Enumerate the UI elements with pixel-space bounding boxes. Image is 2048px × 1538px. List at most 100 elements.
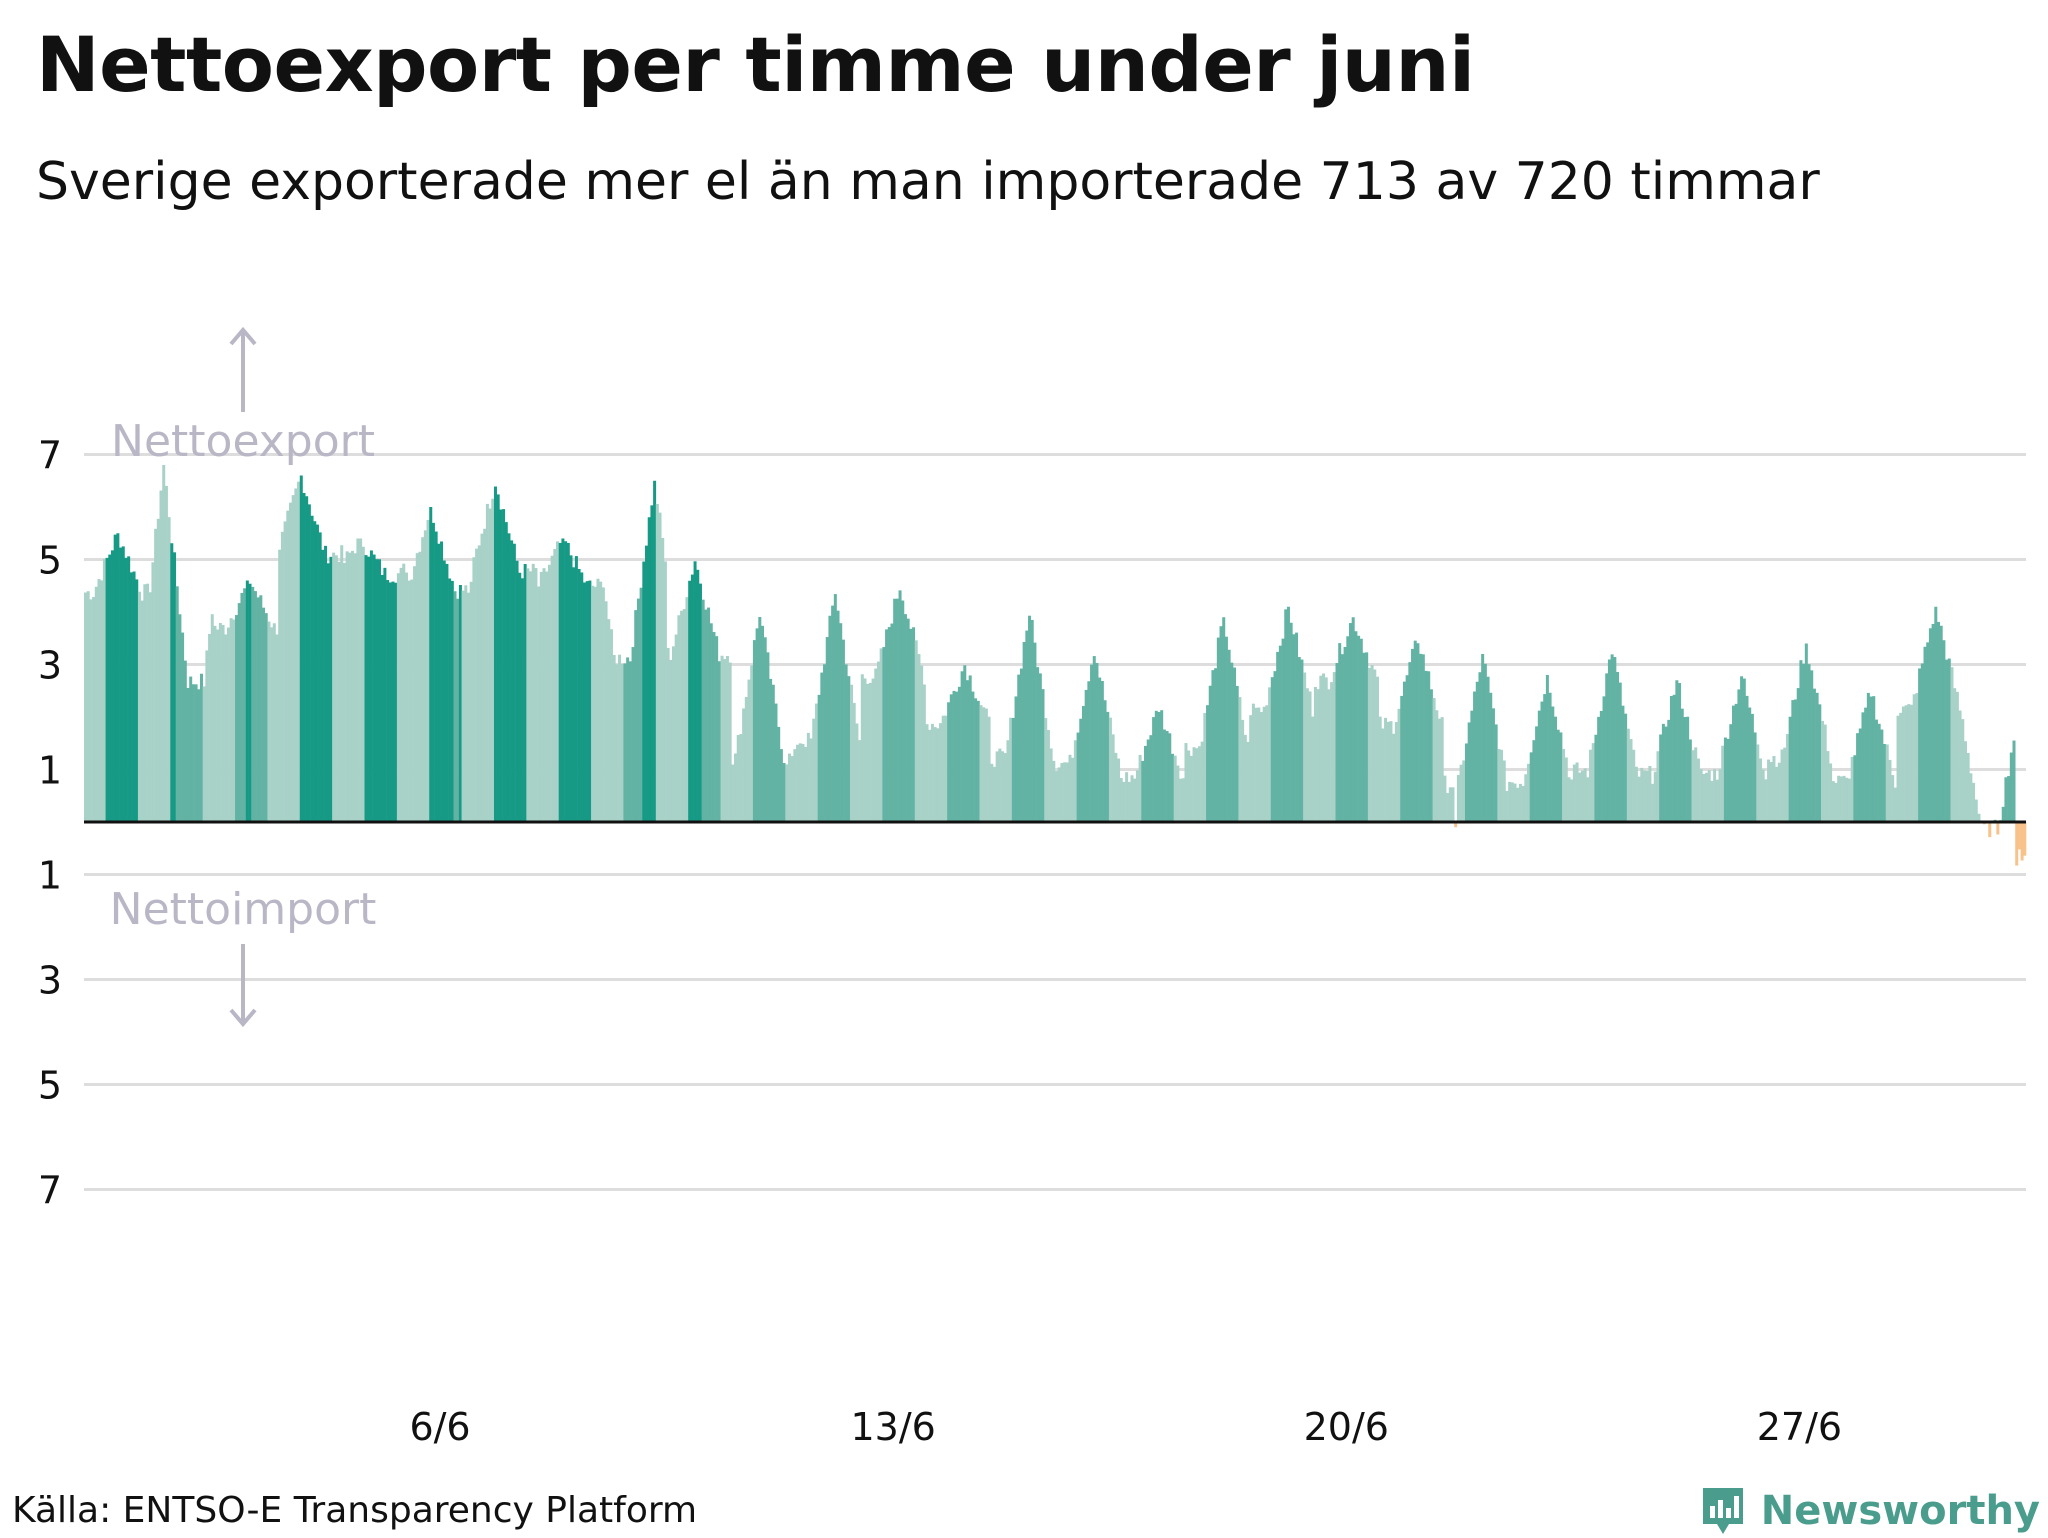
brand-logo[interactable]: Newsworthy <box>1699 1484 2040 1538</box>
export-bar <box>337 561 341 822</box>
export-bar <box>194 684 198 822</box>
export-bar <box>868 682 872 822</box>
export-bar <box>814 703 818 822</box>
export-bar <box>1750 713 1754 822</box>
export-bar <box>1823 724 1827 822</box>
export-bar <box>1621 705 1625 822</box>
export-bar <box>876 661 880 822</box>
export-bar <box>1575 762 1579 822</box>
export-bar <box>237 603 241 822</box>
export-bar <box>809 738 813 822</box>
export-bar <box>507 533 511 822</box>
export-bar <box>156 518 160 822</box>
export-bar <box>1489 692 1493 822</box>
export-bar <box>240 592 244 822</box>
export-bar <box>779 749 783 822</box>
export-bar <box>1699 769 1703 822</box>
import-bar <box>2017 822 2021 850</box>
export-bar <box>1950 667 1954 822</box>
export-bar <box>1063 762 1067 822</box>
export-bar <box>226 627 230 822</box>
export-bar <box>1715 779 1719 822</box>
export-bar <box>1826 751 1830 822</box>
export-bar <box>1969 773 1973 822</box>
export-bar <box>591 585 595 822</box>
export-bar <box>1799 660 1803 822</box>
export-bar <box>1149 735 1153 822</box>
export-bar <box>429 507 433 822</box>
export-bar <box>191 684 195 822</box>
x-tick-label: 13/6 <box>850 1405 935 1449</box>
export-bar <box>787 753 791 822</box>
export-bar <box>1440 717 1444 822</box>
export-bar <box>1785 734 1789 822</box>
export-bar <box>2001 806 2005 822</box>
export-bar <box>1815 692 1819 822</box>
export-bar <box>928 729 932 822</box>
export-bar <box>930 723 934 822</box>
export-bar <box>170 543 174 822</box>
export-bar <box>1758 758 1762 822</box>
export-bar <box>596 578 600 822</box>
export-bar <box>1920 663 1924 822</box>
export-bar <box>984 708 988 822</box>
export-bar <box>1796 688 1800 822</box>
export-bar <box>243 588 247 822</box>
export-bar <box>402 563 406 822</box>
export-bar <box>874 668 878 822</box>
annotations: Nettoexport Nettoimport <box>110 326 377 1028</box>
export-bar <box>680 610 684 822</box>
export-bar <box>572 567 576 822</box>
export-bar <box>712 632 716 822</box>
export-bar <box>1400 695 1404 822</box>
y-tick-label: 3 <box>38 644 62 688</box>
export-bar <box>1446 793 1450 822</box>
export-bar <box>866 683 870 822</box>
export-bar <box>92 597 96 822</box>
export-bar <box>407 580 411 822</box>
export-bar <box>1041 689 1045 822</box>
import-annotation: Nettoimport <box>110 884 377 935</box>
export-bar <box>1152 717 1156 822</box>
export-bar <box>1284 609 1288 822</box>
export-bar <box>1678 683 1682 822</box>
export-bar <box>1354 631 1358 822</box>
export-bar <box>396 573 400 822</box>
export-bar <box>1459 764 1463 822</box>
export-bar <box>108 554 112 822</box>
export-bar <box>1135 770 1139 822</box>
export-bar <box>844 664 848 822</box>
export-bar <box>1241 719 1245 822</box>
chart-subtitle: Sverige exporterade mer el än man import… <box>36 152 1820 212</box>
export-bar <box>939 723 943 822</box>
export-bar <box>1346 636 1350 822</box>
export-bar <box>1947 658 1951 822</box>
export-bar <box>151 562 155 822</box>
export-bar <box>1505 791 1509 822</box>
export-bar <box>448 578 452 822</box>
export-bar <box>1958 710 1962 822</box>
export-bar <box>456 598 460 822</box>
export-bar <box>135 579 139 822</box>
export-bar <box>480 533 484 822</box>
export-bar <box>1613 657 1617 822</box>
export-bar <box>267 621 271 822</box>
export-bar <box>1718 769 1722 822</box>
export-bar <box>992 766 996 822</box>
export-bar <box>386 580 390 822</box>
export-bar <box>736 735 740 822</box>
export-bar <box>771 684 775 822</box>
export-bar <box>1732 705 1735 822</box>
export-bar <box>836 610 840 822</box>
export-bar <box>1548 692 1552 822</box>
export-bar <box>1481 654 1485 822</box>
export-bar <box>1888 759 1892 822</box>
export-bar <box>94 586 98 822</box>
export-bar <box>1810 670 1814 822</box>
export-bar <box>1723 737 1727 822</box>
export-bar <box>496 494 500 822</box>
export-bar <box>485 503 489 822</box>
export-bar <box>690 574 694 822</box>
export-bar <box>615 664 619 822</box>
export-bar <box>1629 739 1633 822</box>
